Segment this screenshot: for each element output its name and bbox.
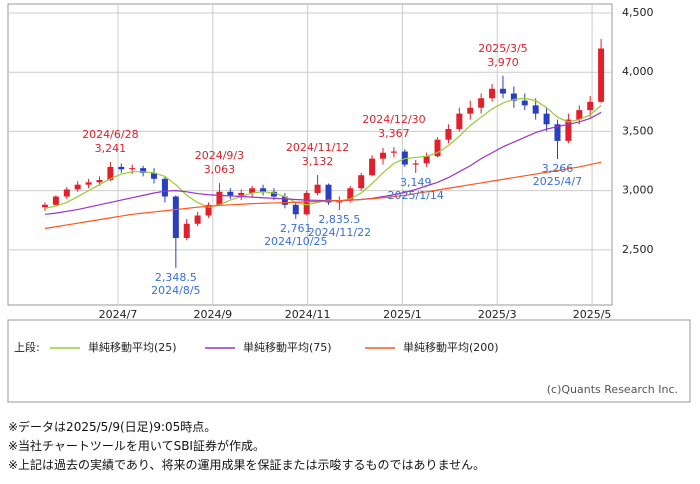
candle-body [412,163,419,165]
candle-body [96,179,103,183]
candle-body [423,156,430,164]
y-tick-label: 3,500 [622,124,654,137]
annotation-value: 2,348.5 [155,271,197,284]
candle-body [41,204,48,208]
annotation-value: 3,149 [400,176,432,189]
candle-body [499,88,506,94]
candle-body [172,196,179,238]
x-tick-label: 2024/11 [285,308,331,321]
candle-body [194,215,201,224]
chart: 上段: (c)Quants Research Inc. 2,500 3,000 3,… [7,3,691,403]
annotation-value: 3,241 [95,142,127,155]
note: ※データは2025/5/9(日足)9:05時点。 [8,420,217,434]
candle-body [270,191,277,197]
candle-body [489,88,496,99]
y-tick-label: 3,000 [622,184,654,197]
annotation-date: 2025/3/5 [478,42,527,55]
candle-body [140,168,147,173]
moving-average-line [44,111,602,215]
candle-body [434,139,441,157]
candle-body [292,204,299,215]
candle-body [227,191,234,196]
candle-body [314,184,321,193]
annotation-value: 3,970 [487,56,519,69]
plot-frame [7,3,613,306]
annotation-value: 3,063 [204,163,236,176]
annotation-date: 2024/12/30 [362,113,425,126]
annotation-date: 2024/6/28 [82,128,138,141]
annotation-value: 3,266 [542,162,574,175]
candle-body [183,223,190,238]
annotation-date: 2025/1/14 [388,189,444,202]
x-tick-label: 2025/3 [478,308,517,321]
annotation-date: 2024/11/12 [286,141,349,154]
candle-body [532,105,539,114]
candle-body [205,204,212,216]
candle-body [260,188,267,192]
annotation-date: 2024/11/22 [308,226,371,239]
candle-body [598,48,605,102]
legend-label: 単純移動平均(25) [88,340,177,354]
annotation-date: 2024/8/5 [151,284,200,297]
candle-body [118,166,125,170]
candle-body [565,119,572,141]
y-tick-label: 4,000 [622,65,654,78]
candle-body [445,129,452,140]
y-tick-label: 2,500 [622,243,654,256]
candle-body [281,196,288,205]
candle-body [238,192,245,196]
legend-label: 単純移動平均(75) [243,340,332,354]
candle-body [380,152,387,159]
legend-title: 上段: [14,340,40,354]
note: ※上記は過去の実績であり、将来の運用成果を保証または示唆するものではありません。 [8,458,486,472]
candle-body [521,100,528,106]
candle-body [107,166,114,180]
candle-body [129,168,136,170]
candle-body [325,184,332,203]
candle-body [456,113,463,130]
annotation-value: 3,132 [302,155,334,168]
y-tick-label: 4,500 [622,6,654,19]
candle-body [554,124,561,141]
candle-body [249,188,256,193]
candle-body [151,172,158,179]
candle-body [576,110,583,120]
candle-body [587,101,594,111]
credit: (c)Quants Research Inc. [547,383,678,396]
legend-label: 単純移動平均(200) [403,340,499,354]
candle-body [85,182,92,185]
candle-body [358,175,365,189]
candle-body [303,192,310,215]
x-tick-label: 2025/5 [573,308,612,321]
annotation-value: 2,835.5 [318,213,360,226]
candle-body [467,107,474,114]
annotation-date: 2024/9/3 [195,149,244,162]
candle-body [543,113,550,125]
legend-frame [7,319,691,403]
candle-body [161,178,168,197]
x-tick-label: 2024/9 [193,308,232,321]
moving-average-line [44,161,602,230]
x-tick-label: 2024/7 [99,308,138,321]
annotation-value: 3,367 [378,127,410,140]
candle-body [478,98,485,108]
x-tick-label: 2025/1 [383,308,422,321]
annotation-date: 2025/4/7 [533,175,582,188]
candle-body [74,184,81,190]
candle-body [390,151,397,153]
candle-body [369,158,376,176]
candle-body [63,189,70,197]
candle-body [347,188,354,201]
annotation-value: 2,761 [280,222,312,235]
candle-body [216,191,223,205]
annotation-date: 2024/10/25 [264,235,327,248]
note: ※当社チャートツールを用いてSBI証券が作成。 [8,439,265,453]
candle-body [510,93,517,101]
candle-body [52,196,59,205]
